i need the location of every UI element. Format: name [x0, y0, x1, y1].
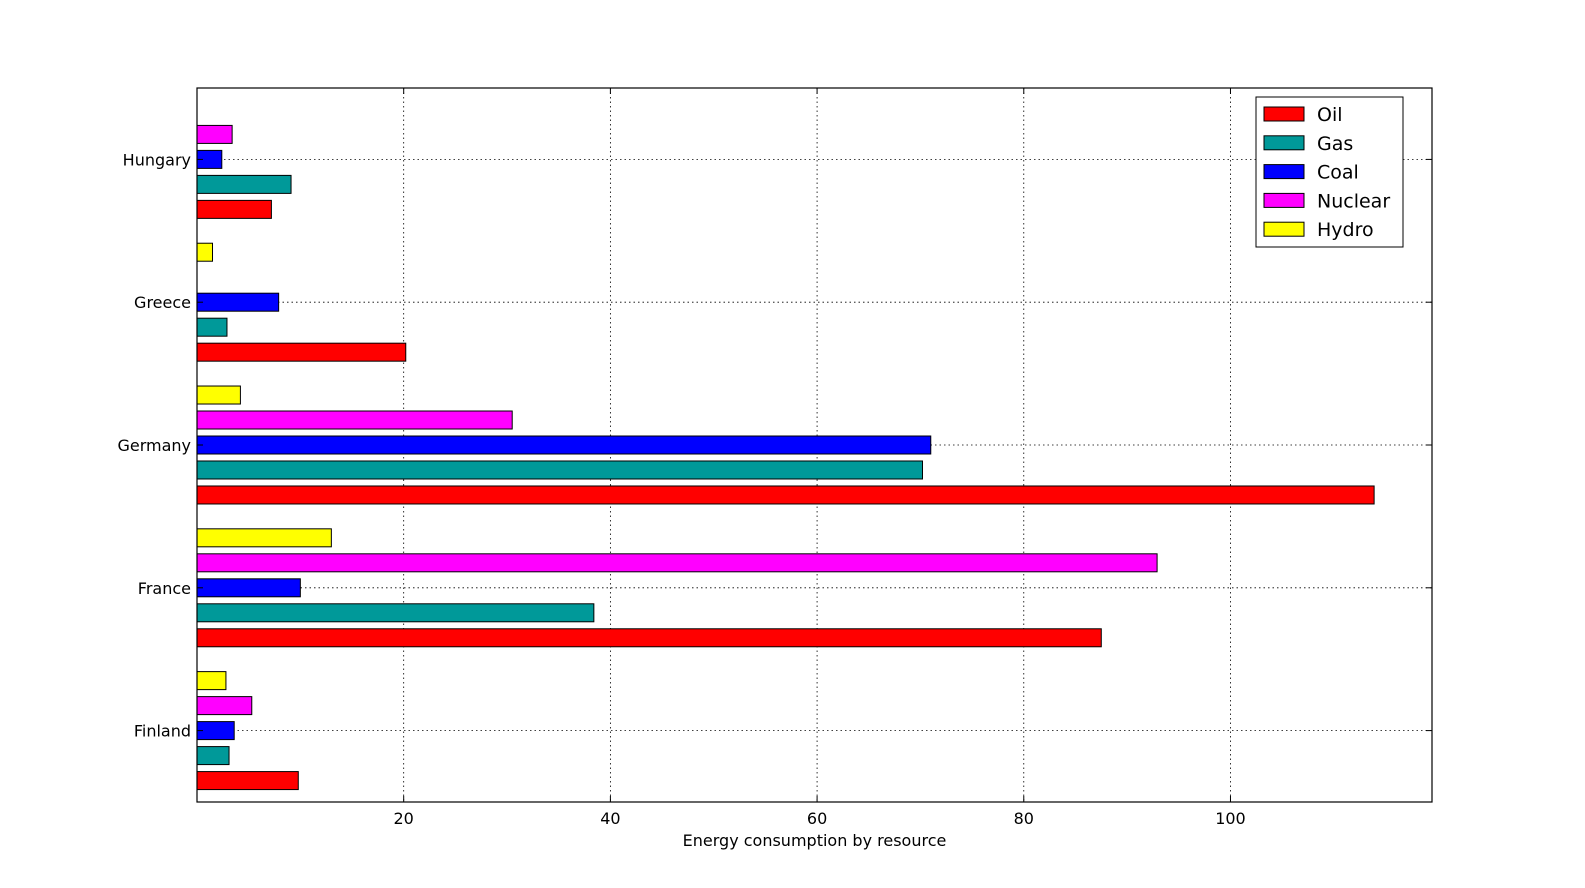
x-tick-label: 80: [1014, 809, 1034, 828]
axis-ticks: [197, 88, 1432, 802]
bar-nuclear-hungary: [196, 124, 233, 144]
bar-gas-france: [196, 603, 595, 623]
bar-oil-france: [196, 628, 1102, 648]
bar-gas-finland: [196, 746, 230, 766]
bar-nuclear-finland: [196, 696, 253, 716]
bar-gas-hungary: [196, 174, 292, 194]
category-label-finland: Finland: [134, 722, 191, 741]
category-label-germany: Germany: [117, 436, 191, 455]
legend-swatch-hydro: [1263, 221, 1305, 237]
bar-oil-greece: [196, 342, 407, 362]
bar-nuclear-france: [196, 553, 1158, 573]
category-label-france: France: [138, 579, 191, 598]
bar-coal-greece: [196, 292, 280, 312]
bar-oil-hungary: [196, 199, 272, 219]
legend-label-nuclear: Nuclear: [1317, 190, 1390, 212]
x-tick-label: 20: [394, 809, 414, 828]
legend-swatch-nuclear: [1263, 192, 1305, 208]
bar-hydro-france: [196, 528, 332, 548]
legend-label-hydro: Hydro: [1317, 219, 1374, 241]
tick-labels: 20 40 60 80 100 Finland France Germany Greece Hun…: [117, 150, 1245, 828]
x-axis-title: Energy consumption by resource: [683, 831, 947, 850]
bar-gas-germany: [196, 460, 923, 480]
bar-nuclear-germany: [196, 410, 513, 430]
bar-coal-germany: [196, 435, 932, 455]
category-label-hungary: Hungary: [123, 150, 191, 169]
legend-swatch-coal: [1263, 164, 1305, 180]
bar-hydro-greece: [196, 242, 214, 262]
legend-label-oil: Oil: [1317, 104, 1343, 126]
x-tick-label: 100: [1215, 809, 1246, 828]
x-tick-label: 40: [600, 809, 620, 828]
bar-coal-france: [196, 578, 301, 598]
bar-gas-greece: [196, 317, 228, 337]
legend: Oil Gas Coal Nuclear Hydro: [1255, 96, 1404, 248]
legend-label-gas: Gas: [1317, 133, 1353, 155]
bar-hydro-germany: [196, 385, 241, 405]
legend-swatch-oil: [1263, 106, 1305, 122]
bars: [196, 124, 1375, 791]
category-label-greece: Greece: [134, 293, 191, 312]
bar-oil-finland: [196, 771, 299, 791]
bar-oil-germany: [196, 485, 1375, 505]
x-tick-label: 60: [807, 809, 827, 828]
legend-swatch-gas: [1263, 135, 1305, 151]
legend-label-coal: Coal: [1317, 162, 1359, 184]
bar-hydro-finland: [196, 671, 227, 691]
